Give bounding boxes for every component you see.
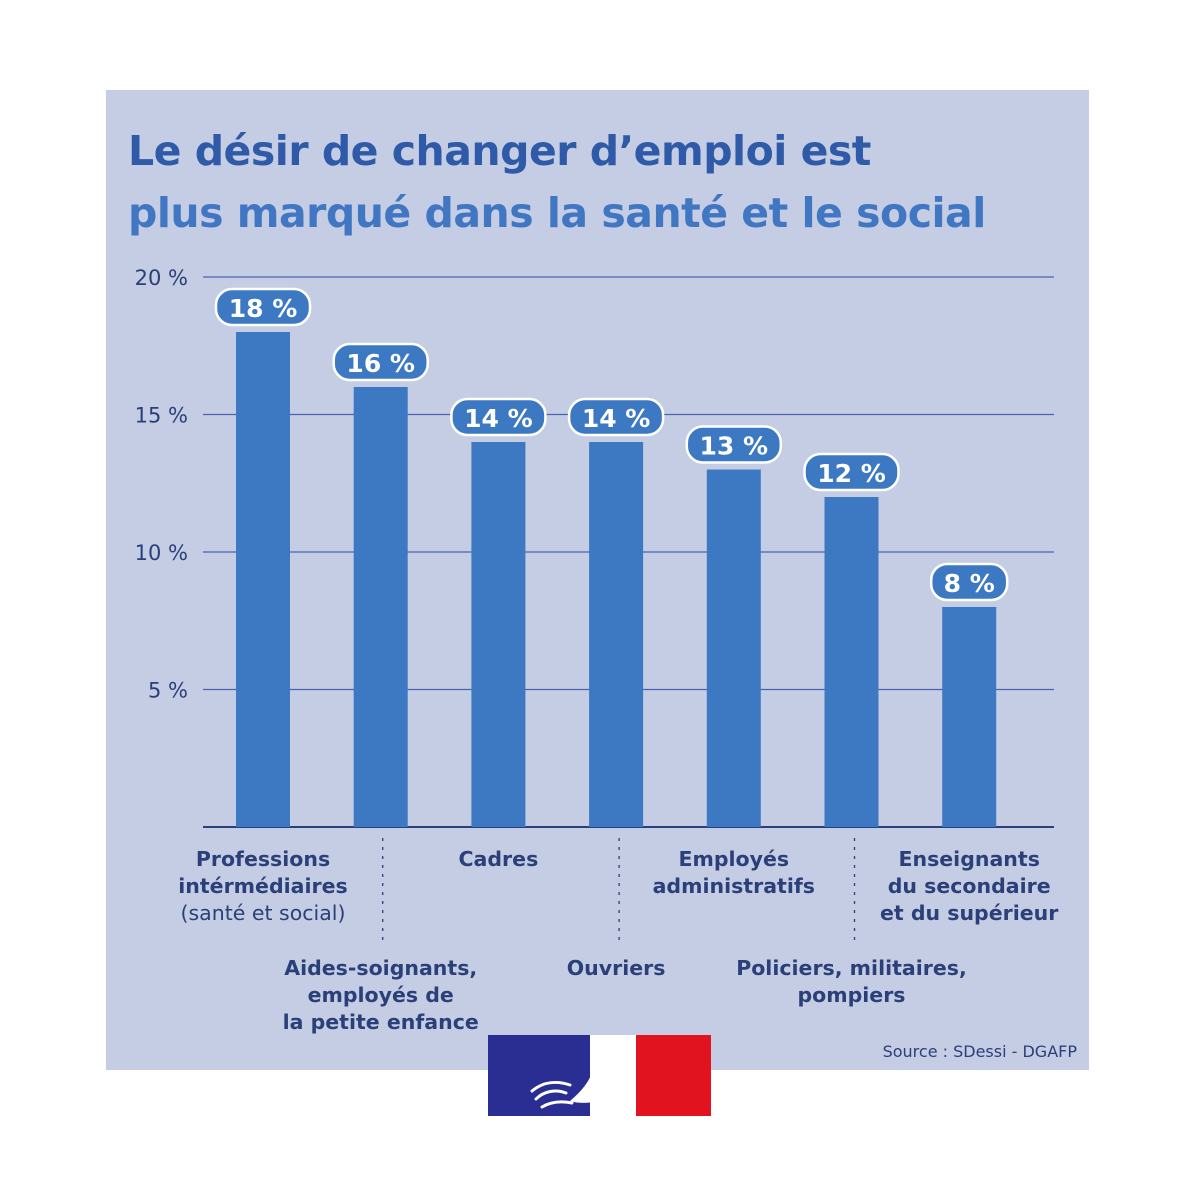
bar — [824, 497, 879, 827]
category-label: Enseignants du secondaire et du supérieur — [880, 847, 1059, 925]
category-label: Ouvriers — [567, 956, 666, 980]
y-tick-label: 10 % — [135, 541, 188, 565]
data-label-pill — [803, 452, 900, 492]
bar — [236, 332, 290, 827]
marianne-logo — [488, 1035, 711, 1116]
data-label: 13 % — [700, 432, 769, 461]
data-label-pill — [685, 425, 783, 464]
y-tick-label: 15 % — [135, 404, 188, 428]
data-label: 14 % — [582, 404, 651, 433]
data-label-pill — [332, 342, 429, 382]
category-label: Professions intérmédiaires (santé et socia… — [178, 847, 347, 925]
bar — [353, 387, 408, 827]
data-label-pill — [929, 562, 1009, 602]
category-label: Cadres — [459, 847, 539, 871]
bar — [706, 469, 761, 827]
chart-title-line-1: Le désir de changer d’emploi est — [128, 127, 871, 175]
y-tick-label: 20 % — [135, 266, 188, 290]
bar-chart: 5 % 10 % 15 % 20 % 18 % 16 % 14 % 14 % 13 % 12 % 8… — [135, 266, 1060, 1034]
marianne-icon — [530, 1040, 632, 1109]
chart-title-line-2: plus marqué dans la santé et le social — [128, 189, 986, 237]
category-label: Aides-soignants, employés de la petite enf… — [283, 956, 479, 1034]
flag-red-band — [636, 1035, 711, 1116]
data-label: 14 % — [464, 404, 533, 433]
data-label: 18 % — [229, 294, 298, 323]
bar — [589, 442, 644, 827]
data-label-pill — [450, 397, 547, 437]
data-label: 16 % — [346, 349, 415, 378]
category-label: Policiers, militaires, pompiers — [736, 956, 967, 1007]
data-label: 12 % — [817, 459, 886, 488]
source-note: Source : SDessi - DGAFP — [882, 1042, 1077, 1061]
data-label-pill — [567, 397, 665, 437]
y-tick-label: 5 % — [148, 679, 188, 703]
category-label: Employés administratifs — [653, 847, 815, 898]
bar — [942, 607, 997, 827]
bar — [471, 442, 526, 827]
data-label: 8 % — [944, 569, 995, 598]
data-label-pill — [214, 287, 312, 327]
